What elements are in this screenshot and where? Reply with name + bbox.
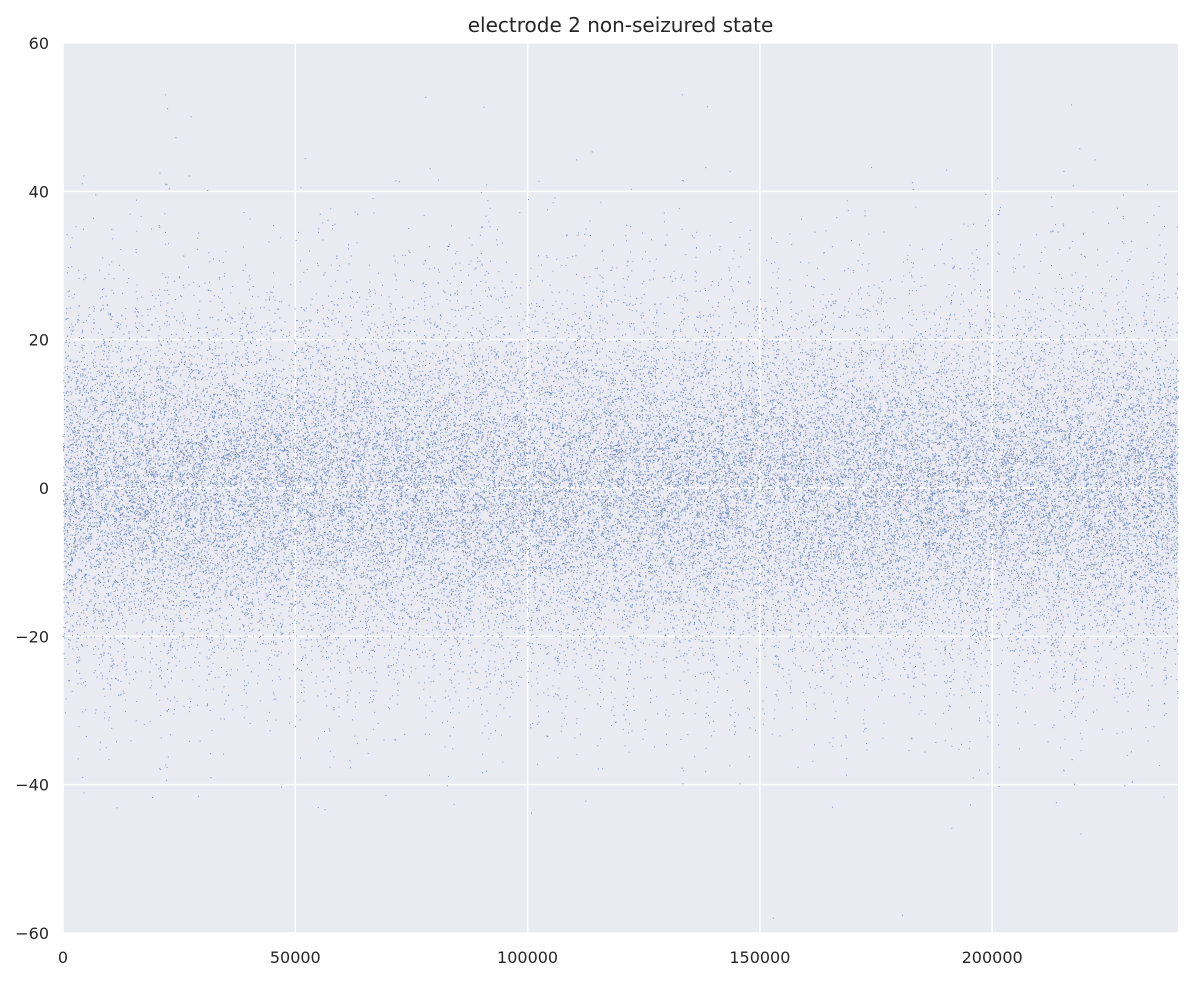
x-axis-ticks: 0 50000 100000 150000 200000 <box>58 948 1023 967</box>
x-tick-label: 100000 <box>497 948 558 967</box>
signal-points <box>63 94 1179 919</box>
y-tick-label: 40 <box>29 182 49 201</box>
x-tick-label: 50000 <box>270 948 321 967</box>
y-tick-label: −60 <box>15 924 49 943</box>
x-tick-label: 150000 <box>729 948 790 967</box>
chart-title: electrode 2 non-seizured state <box>468 13 774 37</box>
y-tick-label: −40 <box>15 776 49 795</box>
y-tick-label: 0 <box>39 479 49 498</box>
x-tick-label: 0 <box>58 948 68 967</box>
data-points <box>63 94 1179 919</box>
y-axis-ticks: −60 −40 −20 0 20 40 60 <box>15 34 49 943</box>
x-tick-label: 200000 <box>962 948 1023 967</box>
y-tick-label: 60 <box>29 34 49 53</box>
y-tick-label: 20 <box>29 331 49 350</box>
y-tick-label: −20 <box>15 627 49 646</box>
